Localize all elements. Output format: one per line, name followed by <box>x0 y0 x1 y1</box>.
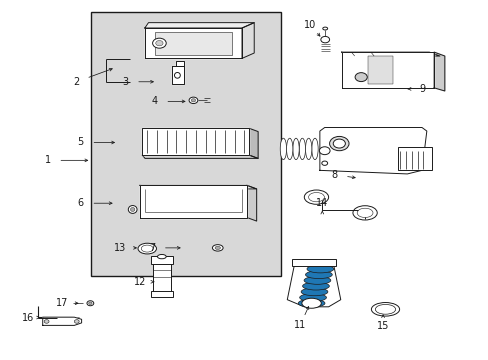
Ellipse shape <box>311 138 318 159</box>
Polygon shape <box>42 317 81 325</box>
Ellipse shape <box>320 36 329 43</box>
Text: 13: 13 <box>114 243 126 253</box>
Ellipse shape <box>301 288 327 296</box>
Text: 17: 17 <box>56 298 68 308</box>
Ellipse shape <box>306 265 333 273</box>
Bar <box>151 291 172 297</box>
Polygon shape <box>142 129 249 155</box>
Ellipse shape <box>375 305 395 314</box>
Bar <box>291 259 335 266</box>
Text: 7: 7 <box>149 243 155 253</box>
Ellipse shape <box>87 301 94 306</box>
Polygon shape <box>144 23 254 28</box>
Ellipse shape <box>301 298 321 308</box>
Polygon shape <box>433 52 444 91</box>
Text: 10: 10 <box>304 19 316 30</box>
Ellipse shape <box>292 138 299 159</box>
Polygon shape <box>144 28 242 58</box>
Polygon shape <box>140 185 246 217</box>
Bar <box>154 32 232 55</box>
Text: 12: 12 <box>134 277 146 287</box>
Polygon shape <box>142 155 258 158</box>
Text: 14: 14 <box>316 198 328 208</box>
Ellipse shape <box>174 72 180 78</box>
Ellipse shape <box>308 193 324 202</box>
Text: 6: 6 <box>78 198 83 208</box>
Polygon shape <box>171 66 183 84</box>
Ellipse shape <box>130 207 135 211</box>
Ellipse shape <box>305 138 311 159</box>
Bar <box>150 256 173 264</box>
Ellipse shape <box>74 320 79 323</box>
Ellipse shape <box>356 208 372 217</box>
Ellipse shape <box>44 320 49 323</box>
Polygon shape <box>319 127 426 174</box>
Ellipse shape <box>286 138 292 159</box>
Ellipse shape <box>88 302 92 305</box>
Ellipse shape <box>141 245 153 252</box>
Text: 8: 8 <box>331 170 337 180</box>
Text: 11: 11 <box>294 320 306 330</box>
Text: 5: 5 <box>78 138 83 148</box>
Ellipse shape <box>298 299 325 307</box>
Ellipse shape <box>321 161 327 165</box>
Polygon shape <box>287 264 340 307</box>
Bar <box>397 147 431 170</box>
Text: 2: 2 <box>74 77 80 87</box>
Text: 9: 9 <box>418 84 424 94</box>
Text: 15: 15 <box>376 321 388 332</box>
Ellipse shape <box>156 41 163 46</box>
Bar <box>152 262 171 292</box>
Ellipse shape <box>189 97 198 104</box>
Ellipse shape <box>302 282 329 290</box>
Polygon shape <box>341 52 439 56</box>
Text: 4: 4 <box>151 96 157 107</box>
Text: 1: 1 <box>44 156 51 165</box>
Ellipse shape <box>319 147 329 155</box>
Bar <box>91 12 281 276</box>
Ellipse shape <box>157 255 166 259</box>
Ellipse shape <box>191 99 195 102</box>
Bar <box>368 56 392 84</box>
Ellipse shape <box>128 206 137 213</box>
Ellipse shape <box>322 27 327 30</box>
Ellipse shape <box>299 138 305 159</box>
Polygon shape <box>242 23 254 58</box>
Ellipse shape <box>215 246 220 249</box>
Text: 16: 16 <box>22 312 34 323</box>
Ellipse shape <box>152 38 166 48</box>
Ellipse shape <box>329 136 348 151</box>
Polygon shape <box>249 129 258 158</box>
Ellipse shape <box>212 245 223 251</box>
Ellipse shape <box>305 271 331 279</box>
Ellipse shape <box>299 294 326 301</box>
Ellipse shape <box>304 276 330 284</box>
Ellipse shape <box>371 302 399 316</box>
Ellipse shape <box>354 73 366 82</box>
Text: 3: 3 <box>122 77 128 87</box>
Ellipse shape <box>280 138 286 159</box>
Ellipse shape <box>304 190 328 204</box>
Ellipse shape <box>332 139 345 148</box>
Polygon shape <box>246 185 256 221</box>
Polygon shape <box>341 52 433 88</box>
Ellipse shape <box>138 243 156 254</box>
Ellipse shape <box>352 206 376 220</box>
Polygon shape <box>176 61 183 66</box>
Polygon shape <box>140 185 256 189</box>
